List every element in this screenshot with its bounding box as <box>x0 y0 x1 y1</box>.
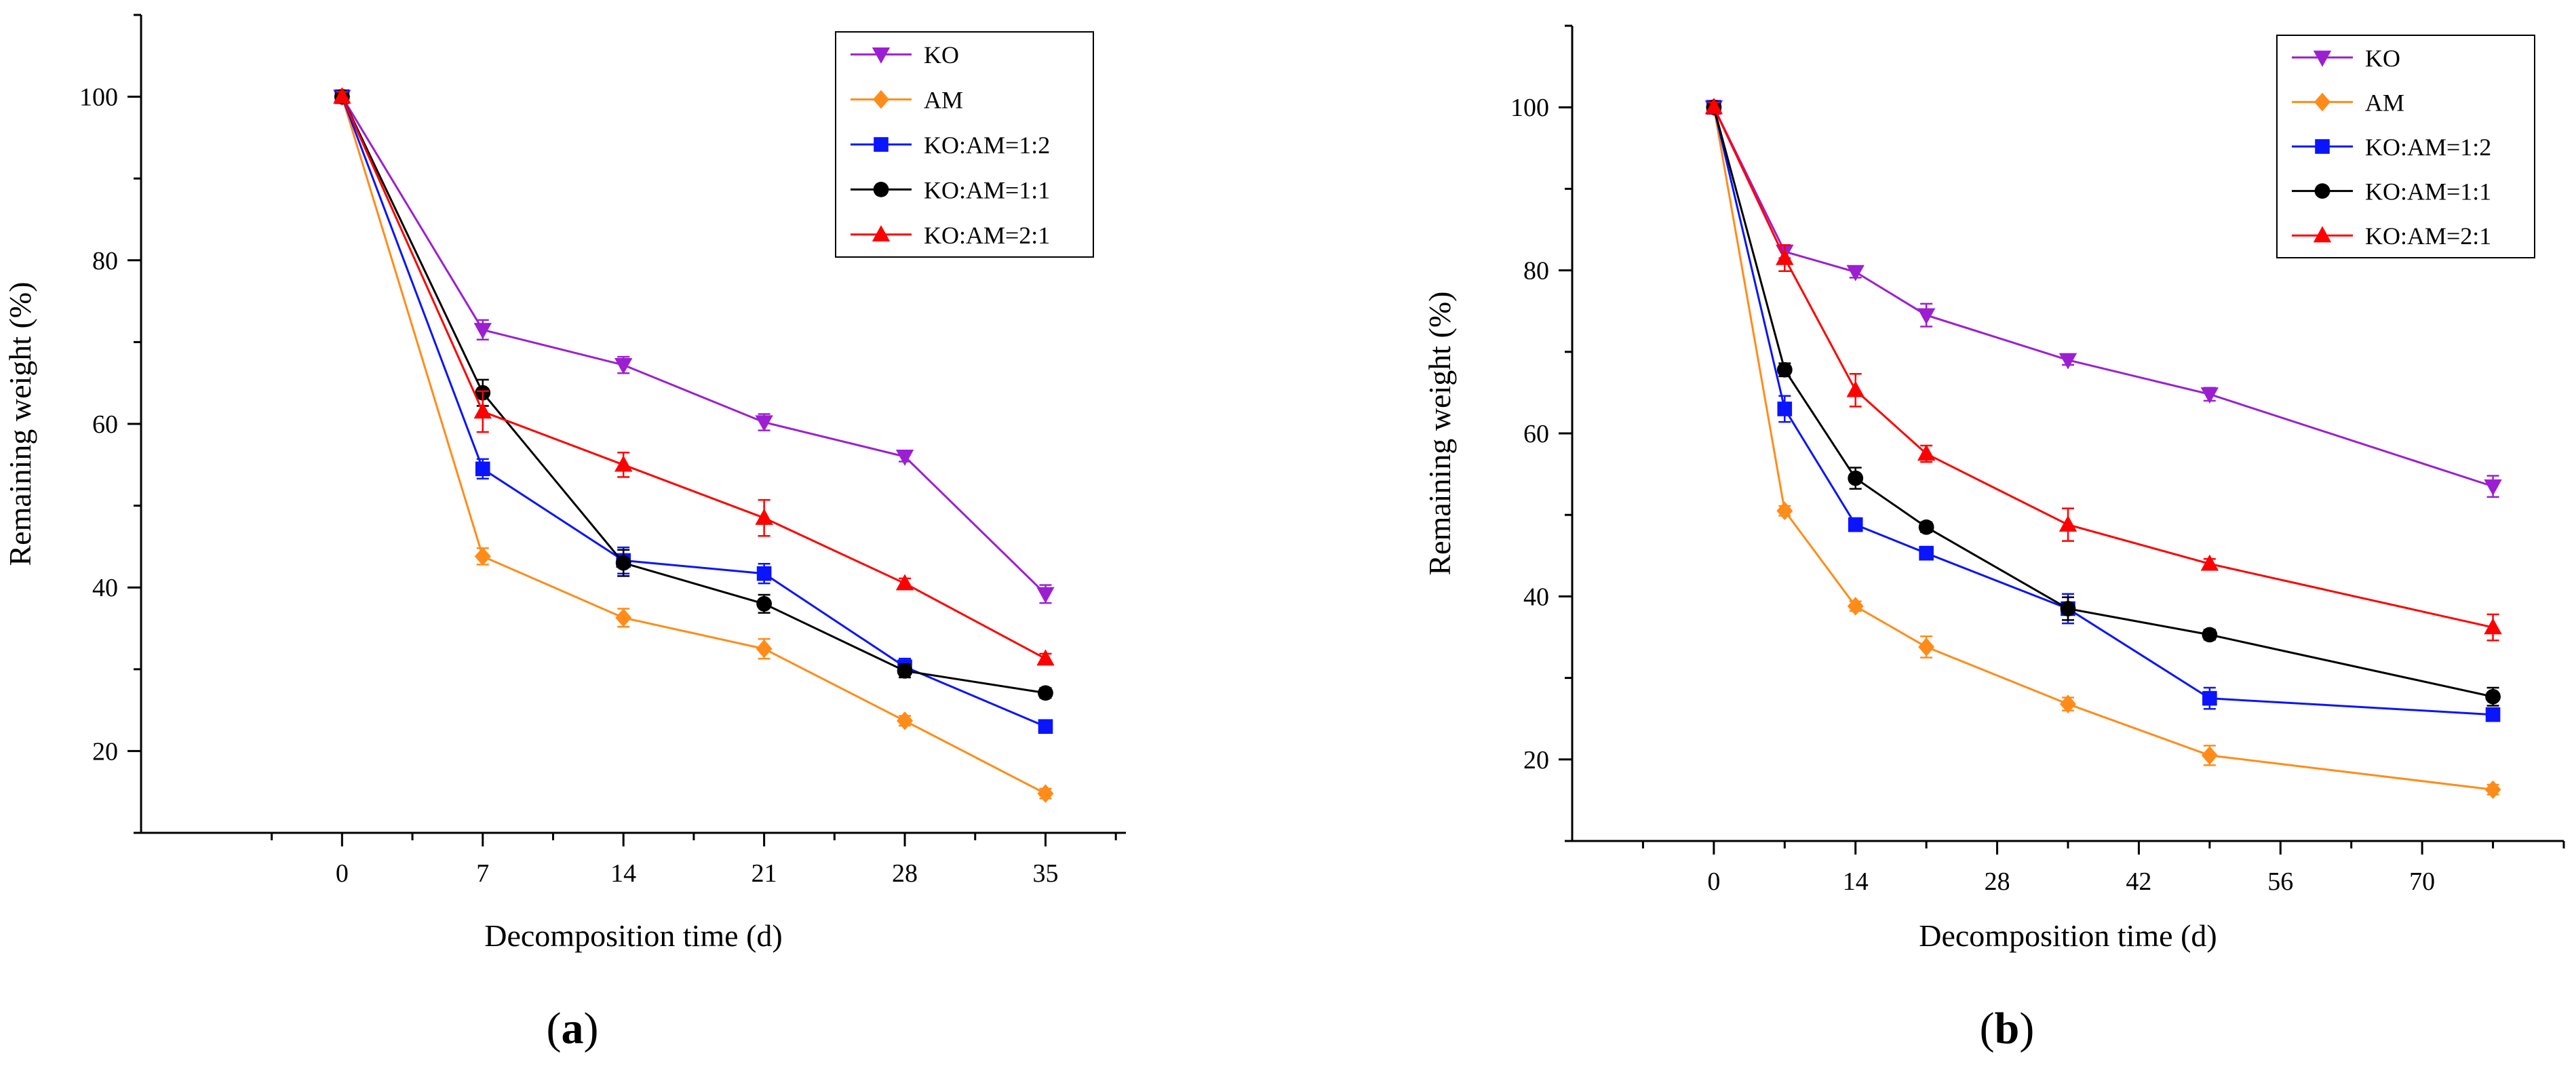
x-tick-label: 0 <box>1707 867 1720 896</box>
data-point <box>2202 691 2217 706</box>
x-tick-label: 35 <box>1032 859 1058 888</box>
y-tick-label: 80 <box>92 247 118 275</box>
x-tick-label: 14 <box>1843 867 1869 896</box>
y-tick-label: 40 <box>1523 583 1549 611</box>
data-point <box>1918 638 1934 657</box>
data-point <box>614 358 632 374</box>
data-point <box>756 640 773 659</box>
x-tick-label: 42 <box>2126 867 2151 896</box>
legend-label: KO:AM=1:1 <box>2365 178 2491 205</box>
panel-label-open: ( <box>547 1004 562 1053</box>
data-point <box>1919 546 1934 561</box>
legend-label: KO:AM=2:1 <box>2365 222 2491 250</box>
data-point <box>2485 780 2501 799</box>
legend-marker <box>874 182 889 197</box>
data-point <box>1777 362 1793 378</box>
legend-label: AM <box>924 87 963 114</box>
x-axis-title: Decomposition time (d) <box>484 918 782 953</box>
data-point <box>896 574 914 590</box>
x-axis-title: Decomposition time (d) <box>1919 918 2217 953</box>
data-point <box>1919 520 1934 535</box>
data-point <box>1036 649 1054 665</box>
data-point <box>475 462 490 477</box>
data-point <box>2059 515 2077 532</box>
y-tick-label: 20 <box>1523 746 1549 775</box>
legend-label: AM <box>2365 89 2404 116</box>
panel-label-close: ) <box>2019 1004 2034 1053</box>
y-tick-label: 40 <box>92 574 118 602</box>
data-point <box>1848 517 1863 532</box>
data-point <box>2484 479 2501 496</box>
data-point <box>1848 471 1863 486</box>
data-point <box>1777 402 1792 416</box>
legend-marker <box>2315 183 2330 199</box>
data-point <box>474 402 492 418</box>
x-tick-label: 21 <box>752 859 777 888</box>
x-tick-label: 56 <box>2267 867 2293 896</box>
legend-label: KO:AM=1:2 <box>2365 134 2491 161</box>
data-point <box>755 509 773 525</box>
legend-label: KO:AM=1:2 <box>924 132 1050 159</box>
y-tick-label: 20 <box>92 737 118 766</box>
y-axis-title: Remaining weight (%) <box>3 281 37 566</box>
panel-label-letter: b <box>1995 1004 2020 1053</box>
legend-label: KO <box>2365 45 2400 72</box>
x-tick-label: 14 <box>610 859 636 888</box>
data-point <box>614 456 632 472</box>
data-point <box>2486 707 2501 722</box>
data-point <box>475 547 491 566</box>
data-point <box>2202 746 2218 765</box>
data-point <box>757 566 772 581</box>
panel-label-close: ) <box>584 1004 599 1053</box>
data-point <box>1847 380 1865 397</box>
y-tick-label: 80 <box>1523 257 1549 286</box>
x-tick-label: 28 <box>892 859 918 888</box>
chart-panel-b: 20 40 60 80 100 0 14 28 42 56 70 Decomposition time… <box>1422 26 2564 1053</box>
data-point <box>1776 249 1793 265</box>
legend-label: KO:AM=1:1 <box>924 176 1050 203</box>
data-point <box>2061 601 2076 616</box>
legend-marker <box>2315 139 2330 154</box>
chart-panel-a: 20 40 60 80 100 0 7 14 21 28 35 Decomposition time … <box>3 15 1126 1053</box>
data-point <box>1847 265 1865 281</box>
x-tick-label: 7 <box>476 859 489 888</box>
data-point <box>615 608 631 627</box>
panel-label: (b) <box>1980 1004 2035 1053</box>
legend: KO AM KO:AM=1:2 KO:AM=1:1 KO:AM=2:1 <box>836 32 1093 257</box>
x-tick-label: 0 <box>336 859 349 888</box>
y-tick-label: 60 <box>92 410 118 439</box>
data-point <box>756 596 772 612</box>
data-point <box>616 555 631 571</box>
x-tick-label: 70 <box>2409 867 2435 896</box>
x-tick-label: 28 <box>1985 867 2010 896</box>
data-point <box>1037 784 1053 803</box>
legend: KO AM KO:AM=1:2 KO:AM=1:1 KO:AM=2:1 <box>2277 35 2535 258</box>
data-point <box>2202 627 2217 642</box>
data-point <box>1038 685 1053 701</box>
data-point <box>1036 587 1054 604</box>
legend-label: KO <box>924 41 959 68</box>
data-point <box>1038 719 1053 734</box>
y-tick-label: 60 <box>1523 420 1549 448</box>
legend-label: KO:AM=2:1 <box>924 222 1050 249</box>
y-tick-label: 100 <box>79 83 118 112</box>
panel-label: (a) <box>547 1004 599 1053</box>
data-point <box>897 711 913 730</box>
panel-label-open: ( <box>1980 1004 1995 1053</box>
y-tick-label: 100 <box>1510 94 1549 122</box>
figure-canvas: 20 40 60 80 100 0 7 14 21 28 35 Decomposition time … <box>0 0 2576 1077</box>
y-axis-title: Remaining weight (%) <box>1422 291 1457 575</box>
data-point <box>2485 689 2501 705</box>
data-point <box>897 663 913 679</box>
panel-label-letter: a <box>562 1004 584 1053</box>
legend-marker <box>874 137 889 152</box>
